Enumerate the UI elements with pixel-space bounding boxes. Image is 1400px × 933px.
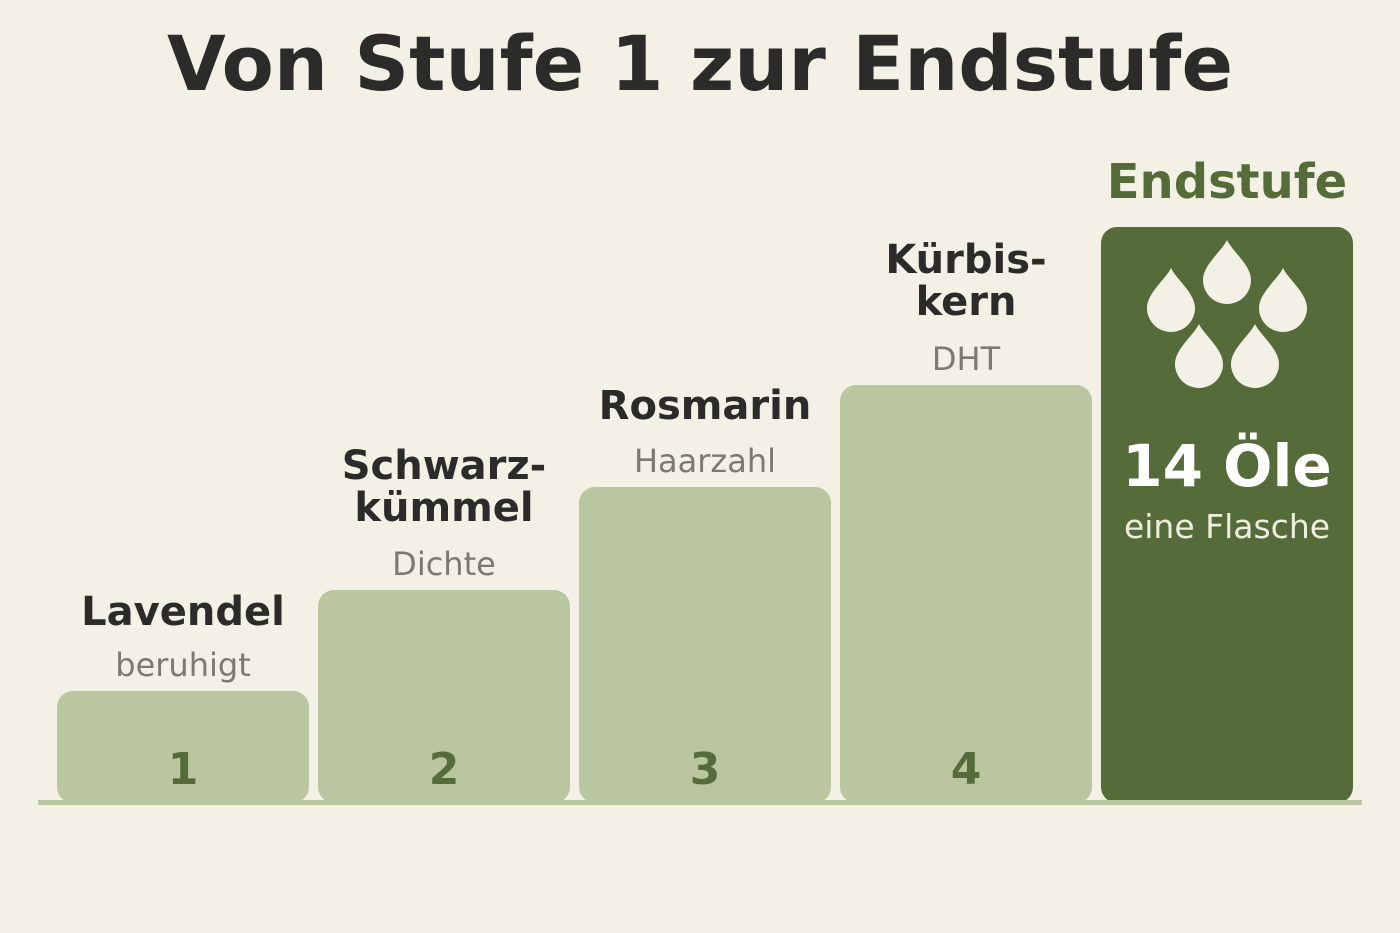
step-label: Kürbis-kern [885,237,1047,325]
baseline [38,800,1362,805]
step-label: Lavendel [81,589,285,635]
step-number: 4 [950,744,982,795]
step-box: 4 [840,385,1092,803]
drop-icon [1175,324,1223,388]
drop-icon [1147,268,1195,332]
drop-icon [1203,240,1251,304]
step-subtitle: DHT [931,340,1001,378]
step-box: 1 [57,691,309,803]
step-4: Kürbis-kern DHT 4 [840,239,1092,803]
step-box: 3 [579,487,831,803]
final-step-box: 14 Öle eine Flasche [1101,227,1353,803]
oil-drops-icon [1147,240,1307,388]
step-number: 3 [689,744,721,795]
step-subtitle: beruhigt [115,646,251,684]
drop-icon [1231,324,1279,388]
step-number: 2 [428,744,460,795]
step-label: Schwarz-kümmel [341,443,547,531]
step-label: Rosmarin [598,383,812,429]
final-oil-count: 14 Öle [1122,432,1332,500]
step-final: Endstufe 14 Öle eine Flasche [1101,157,1353,803]
step-subtitle: Haarzahl [633,442,776,480]
step-3: Rosmarin Haarzahl 3 [579,385,831,803]
drop-icon [1259,268,1307,332]
step-subtitle: Dichte [392,545,496,583]
final-stage-label: Endstufe [1106,154,1348,210]
final-subtitle: eine Flasche [1123,507,1331,546]
step-1: Lavendel beruhigt 1 [57,591,309,803]
step-box: 2 [318,590,570,803]
step-2: Schwarz-kümmel Dichte 2 [318,445,570,803]
diagram-title: Von Stufe 1 zur Endstufe [166,19,1233,108]
step-number: 1 [167,744,199,795]
